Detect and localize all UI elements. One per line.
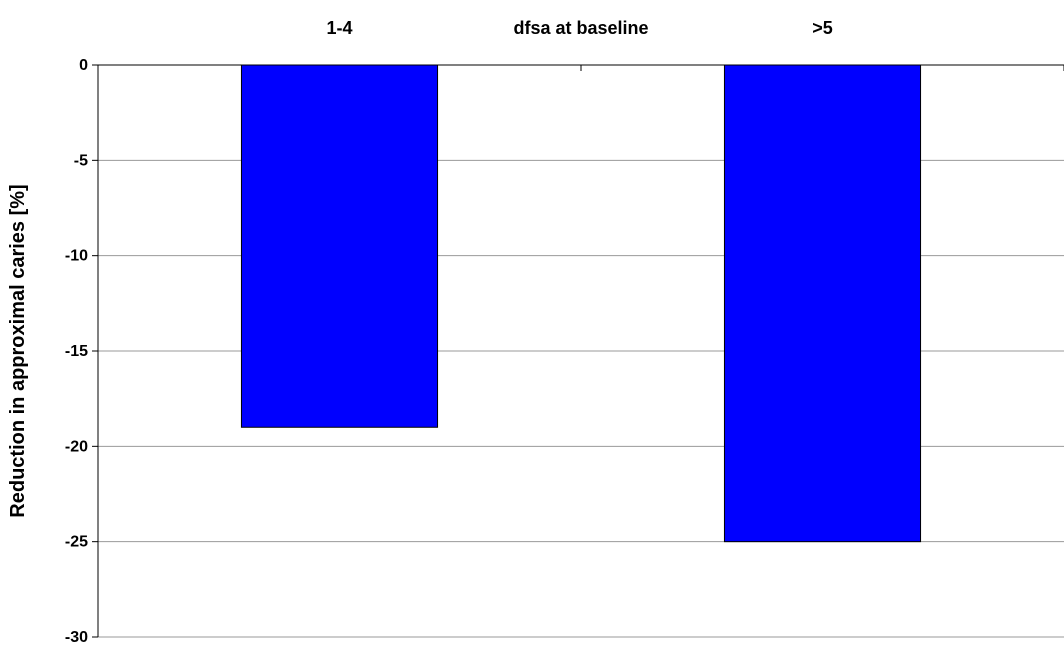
y-tick-label: -20 [65,438,88,455]
y-tick-label: -15 [65,343,88,360]
y-tick-label: -25 [65,534,88,551]
bar-0 [240,64,439,428]
y-axis-label: Reduction in approximal caries [%] [7,184,29,517]
bars [240,64,922,543]
x-category-labels: 1-4 >5 [97,18,1064,71]
x-category-label: 1-4 [326,18,352,38]
y-tick-label: 0 [79,57,88,74]
y-ticks: 0 -5 -10 -15 -20 -25 -30 [65,57,98,646]
y-tick-label: -30 [65,629,88,646]
x-category-label: >5 [812,18,833,38]
bar-1 [723,64,922,543]
x-axis-label: dfsa at baseline [513,18,648,38]
y-tick-label: -5 [74,152,88,169]
y-tick-label: -10 [65,248,88,265]
